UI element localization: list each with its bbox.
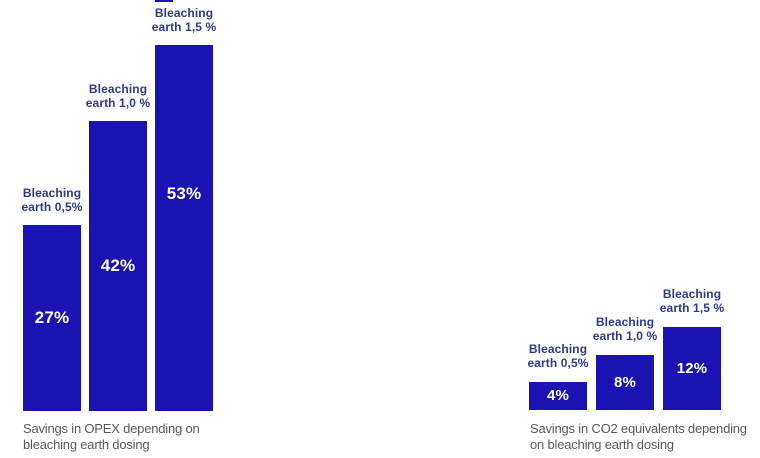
co2-savings-bar-2 [663,327,721,410]
co2-savings-bar-label-2: Bleaching earth 1,5 % [622,287,760,315]
caption-line: bleaching earth dosing [23,437,150,452]
bar-label-line: Bleaching [662,287,722,301]
caption-line: Savings in OPEX depending on [23,421,200,436]
opex-savings-bar-value-2: 53% [166,184,202,203]
bar-label-line: earth 0,5% [21,200,83,214]
opex-savings-bar-1 [89,121,147,411]
bar-label-line: earth 0,5% [527,356,589,370]
opex-savings-bar-0 [23,225,81,411]
opex-savings-bar-label-2: Bleaching earth 1,5 % [114,6,254,34]
bar-label-line: Bleaching [528,342,588,356]
bar-label-line: Bleaching [22,186,82,200]
co2-savings-bar-1 [596,355,654,410]
co2-savings-bar-value-1: 8% [613,374,637,391]
opex-savings-bar-value-0: 27% [34,308,70,327]
bar-label-line: Bleaching [595,315,655,329]
bar-label-line: earth 1,0 % [592,329,658,343]
opex-savings-bar-value-1: 42% [100,256,136,275]
co2-chart-caption: Savings in CO2 equivalents depending on … [530,421,747,453]
co2-savings-bar-label-0: Bleaching earth 0,5% [488,342,628,370]
bar-label-line: earth 1,5 % [659,301,725,315]
co2-savings-bar-label-1: Bleaching earth 1,0 % [555,315,695,343]
opex-chart-caption: Savings in OPEX depending on bleaching e… [23,421,200,453]
bar-label-line: earth 1,0 % [85,96,151,110]
opex-savings-bar-2 [155,45,213,411]
co2-savings-bar-value-0: 4% [546,387,570,404]
opex-savings-bar-label-1: Bleaching earth 1,0 % [48,82,188,110]
caption-line: on bleaching earth dosing [530,437,674,452]
opex-savings-bar-label-0: Bleaching earth 0,5% [0,186,122,214]
co2-savings-bar-0 [529,382,587,410]
bar-label-line: Bleaching [154,6,214,20]
bar-label-line: Bleaching [88,82,148,96]
caption-line: Savings in CO2 equivalents depending [530,421,747,436]
cropped-bar-artifact [155,0,173,2]
bar-label-line: earth 1,5 % [151,20,217,34]
co2-savings-bar-value-2: 12% [676,360,708,377]
